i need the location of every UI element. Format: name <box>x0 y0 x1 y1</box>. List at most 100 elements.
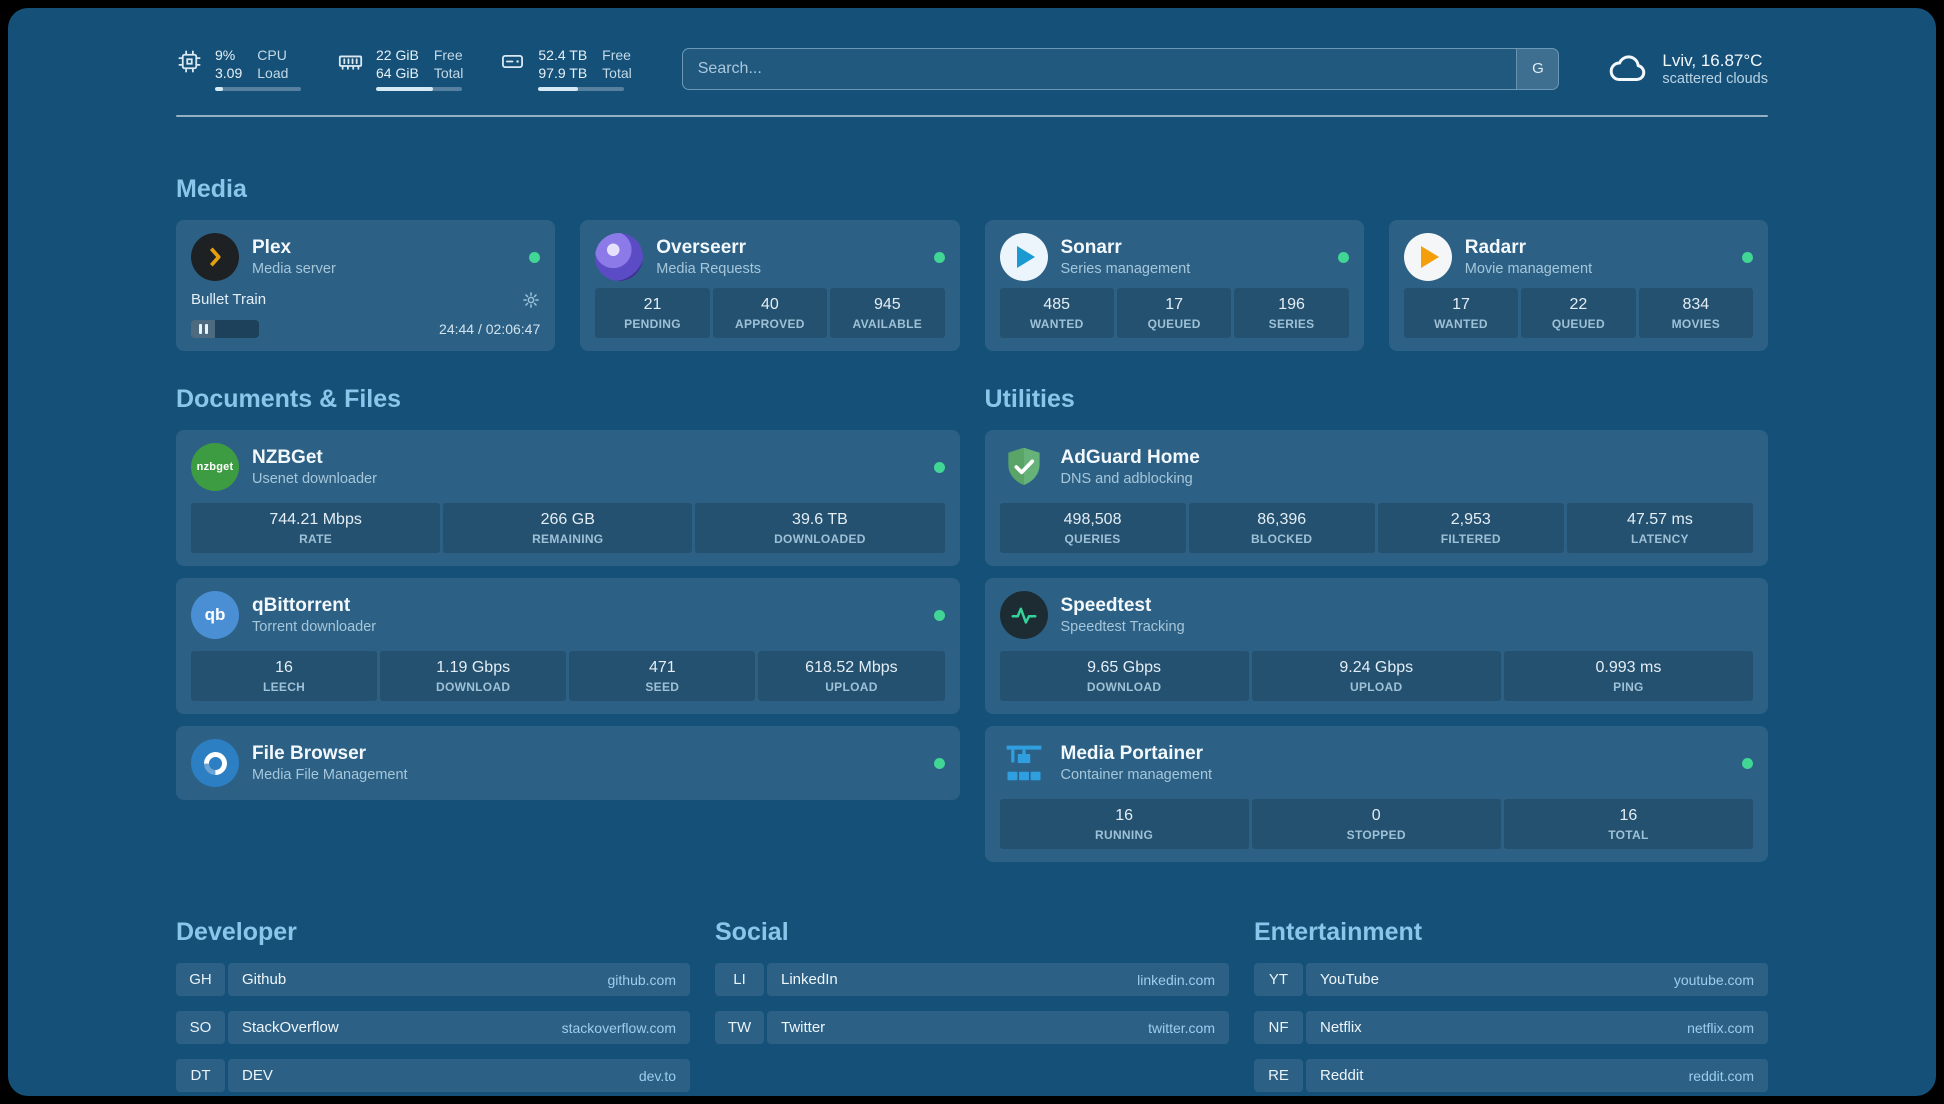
radarr-icon <box>1403 233 1452 281</box>
stat-download: 1.19 Gbps DOWNLOAD <box>380 651 567 701</box>
section-title-utilities: Utilities <box>984 385 1075 413</box>
search-input[interactable] <box>682 59 1517 78</box>
stat-queued: 17 QUEUED <box>1116 288 1232 338</box>
stat-running: 16 RUNNING <box>999 799 1249 849</box>
service-description: Speedtest Tracking <box>1060 619 1185 636</box>
bookmark-github[interactable]: GH Github github.com <box>176 963 690 996</box>
section-title-media: Media <box>176 175 247 203</box>
bookmark-abbr: YT <box>1254 963 1303 996</box>
search-provider-button[interactable]: G <box>1516 48 1559 89</box>
stat-ping: 0.993 ms PING <box>1503 651 1754 701</box>
service-description: Media Requests <box>656 261 762 278</box>
service-name: NZBGet <box>252 446 323 468</box>
service-name: File Browser <box>252 742 367 764</box>
memory-total-value: 64 GiB <box>376 65 419 81</box>
bookmark-name: Twitter <box>781 1019 826 1036</box>
service-card-sonarr[interactable]: Sonarr Series management 485 WANTED 17 Q… <box>984 220 1364 351</box>
service-card-nzbget[interactable]: nzbget NZBGet Usenet downloader 744.21 M… <box>176 430 960 566</box>
service-card-radarr[interactable]: Radarr Movie management 17 WANTED 22 QUE… <box>1388 220 1768 351</box>
memory-widget: 22 GiB 64 GiB Free Total <box>337 46 463 91</box>
service-card-portainer[interactable]: Media Portainer Container management 16 … <box>984 726 1768 862</box>
qbittorrent-icon: qb <box>191 591 239 639</box>
section-title-documents: Documents & Files <box>176 385 402 413</box>
cpu-label: CPU <box>257 47 287 63</box>
now-playing-title: Bullet Train <box>191 291 267 308</box>
bookmark-domain: netflix.com <box>1687 1019 1754 1036</box>
stat-series: 196 SERIES <box>1234 288 1349 338</box>
disk-free-label: Free <box>602 47 631 63</box>
disk-progress-bar <box>538 87 625 91</box>
plex-icon <box>191 233 239 281</box>
cpu-progress-bar <box>215 87 301 91</box>
stat-seed: 471 SEED <box>569 651 756 701</box>
bookmark-abbr: SO <box>176 1011 225 1044</box>
stat-latency: 47.57 ms LATENCY <box>1566 503 1753 553</box>
disk-free-value: 52.4 TB <box>538 47 588 63</box>
service-description: Media server <box>252 261 336 278</box>
cpu-icon <box>176 48 203 75</box>
bookmark-domain: github.com <box>607 971 676 988</box>
stat-queued: 22 QUEUED <box>1521 288 1636 338</box>
section-title-developer: Developer <box>176 918 297 946</box>
cloud-icon <box>1607 48 1649 90</box>
service-name: Speedtest <box>1060 594 1152 616</box>
bookmark-name: Netflix <box>1320 1019 1362 1036</box>
memory-free-label: Free <box>433 47 463 63</box>
bookmark-twitter[interactable]: TW Twitter twitter.com <box>715 1011 1229 1044</box>
service-card-speedtest[interactable]: Speedtest Speedtest Tracking 9.65 Gbps D… <box>984 578 1768 714</box>
bookmark-reddit[interactable]: RE Reddit reddit.com <box>1254 1059 1768 1092</box>
stat-wanted: 485 WANTED <box>999 288 1114 338</box>
service-name: Media Portainer <box>1060 742 1204 764</box>
portainer-icon <box>1000 739 1048 787</box>
sonarr-icon <box>999 233 1048 281</box>
bookmark-youtube[interactable]: YT YouTube youtube.com <box>1254 963 1768 996</box>
service-description: DNS and adblocking <box>1060 471 1193 488</box>
playback-seek-bar[interactable] <box>191 320 259 338</box>
bookmark-linkedin[interactable]: LI LinkedIn linkedin.com <box>715 963 1229 996</box>
section-title-entertainment: Entertainment <box>1254 918 1423 946</box>
search-bar: G <box>681 47 1560 90</box>
service-description: Media File Management <box>252 767 408 784</box>
stat-downloaded: 39.6 TB DOWNLOADED <box>695 503 945 553</box>
header-divider <box>176 115 1768 117</box>
weather-location: Lviv, 16.87°C <box>1662 51 1763 70</box>
cpu-widget: 9% 3.09 CPU Load <box>176 46 301 91</box>
gear-icon[interactable] <box>522 291 540 309</box>
weather-widget: Lviv, 16.87°C scattered clouds <box>1607 48 1768 90</box>
bookmark-netflix[interactable]: NF Netflix netflix.com <box>1254 1011 1768 1044</box>
stat-available: 945 AVAILABLE <box>830 288 945 338</box>
bookmark-name: YouTube <box>1320 971 1379 988</box>
disk-icon <box>499 48 526 75</box>
status-dot <box>933 609 945 621</box>
service-card-qbittorrent[interactable]: qb qBittorrent Torrent downloader 16 <box>176 578 960 714</box>
pause-icon[interactable] <box>199 324 208 334</box>
service-name: Radarr <box>1464 236 1526 258</box>
stat-queries: 498,508 QUERIES <box>999 503 1186 553</box>
stat-wanted: 17 WANTED <box>1403 288 1519 338</box>
bookmark-dev[interactable]: DT DEV dev.to <box>176 1059 690 1092</box>
stat-movies: 834 MOVIES <box>1638 288 1754 338</box>
status-dot <box>1742 251 1753 263</box>
bookmark-domain: twitter.com <box>1148 1019 1215 1036</box>
bookmark-name: Github <box>242 971 287 988</box>
service-card-filebrowser[interactable]: File Browser Media File Management <box>176 726 960 800</box>
stat-upload: 9.24 Gbps UPLOAD <box>1251 651 1501 701</box>
stat-leech: 16 LEECH <box>191 651 378 701</box>
status-dot <box>933 461 945 473</box>
service-name: Sonarr <box>1060 236 1122 258</box>
service-description: Container management <box>1060 767 1213 784</box>
stat-download: 9.65 Gbps DOWNLOAD <box>999 651 1249 701</box>
cpu-usage-value: 9% <box>215 47 236 63</box>
memory-progress-bar <box>376 87 462 91</box>
playback-time: 24:44 / 02:06:47 <box>439 321 541 337</box>
nzbget-icon: nzbget <box>191 443 239 491</box>
service-description: Usenet downloader <box>252 471 377 488</box>
memory-total-label: Total <box>433 65 464 81</box>
disk-total-value: 97.9 TB <box>538 65 588 81</box>
service-card-adguard[interactable]: AdGuard Home DNS and adblocking 498,508 … <box>984 430 1768 566</box>
bookmark-stackoverflow[interactable]: SO StackOverflow stackoverflow.com <box>176 1011 690 1044</box>
bookmark-name: StackOverflow <box>242 1019 339 1036</box>
service-card-plex[interactable]: Plex Media server Bullet Train <box>176 220 556 351</box>
bookmark-domain: dev.to <box>638 1067 676 1084</box>
service-card-overseerr[interactable]: Overseerr Media Requests 21 PENDING 40 A… <box>580 220 960 351</box>
